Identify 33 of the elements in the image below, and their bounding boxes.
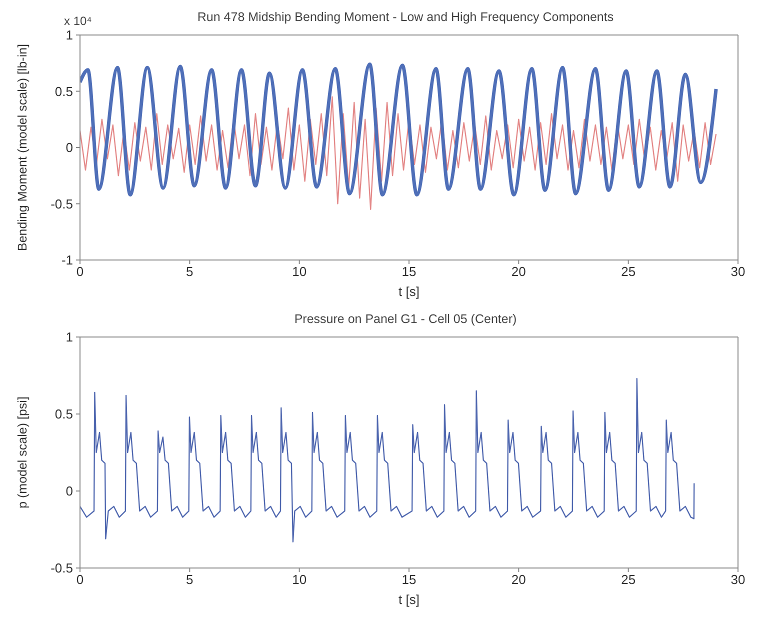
- y-tick-label: -1: [61, 252, 73, 268]
- x-tick-label: 25: [621, 264, 636, 280]
- line-series: [80, 96, 717, 210]
- x-axis-title: t [s]: [398, 592, 420, 607]
- x-tick-label: 30: [730, 264, 746, 280]
- x-tick-label: 15: [402, 264, 416, 280]
- y-axis-title: Bending Moment (model scale) [lb-in]: [15, 44, 30, 252]
- line-series: [80, 378, 695, 542]
- x-tick-label: 10: [292, 264, 307, 280]
- y-tick-label: 0: [66, 484, 73, 499]
- line-series: [80, 62, 718, 196]
- x-tick-label: 0: [76, 572, 84, 588]
- x-tick-label: 5: [186, 572, 194, 588]
- x-tick-label: 5: [186, 264, 194, 280]
- x-tick-label: 20: [511, 572, 526, 588]
- x-tick-label: 25: [621, 572, 636, 588]
- y-axis-title: p (model scale) [psi]: [15, 396, 30, 508]
- y-tick-label: 0.5: [54, 406, 73, 422]
- y-tick-label: 1: [66, 28, 73, 43]
- y-tick-label: 1: [66, 330, 73, 345]
- chart-title: Run 478 Midship Bending Moment - Low and High Frequency Components: [197, 10, 614, 24]
- text: x 10⁴: [64, 14, 92, 28]
- x-tick-label: 10: [292, 572, 307, 588]
- x-tick-label: 15: [402, 572, 416, 588]
- x-tick-label: 0: [76, 264, 84, 280]
- y-tick-label: -0.5: [50, 196, 73, 212]
- x-axis-title: t [s]: [398, 284, 420, 299]
- chart-title: Pressure on Panel G1 - Cell 05 (Center): [293, 312, 518, 326]
- y-tick-label: -0.5: [50, 560, 73, 576]
- x-tick-label: 20: [511, 264, 526, 280]
- x-tick-label: 30: [730, 572, 746, 588]
- y-tick-label: 0.5: [54, 84, 73, 99]
- y-tick-label: 0: [66, 140, 73, 156]
